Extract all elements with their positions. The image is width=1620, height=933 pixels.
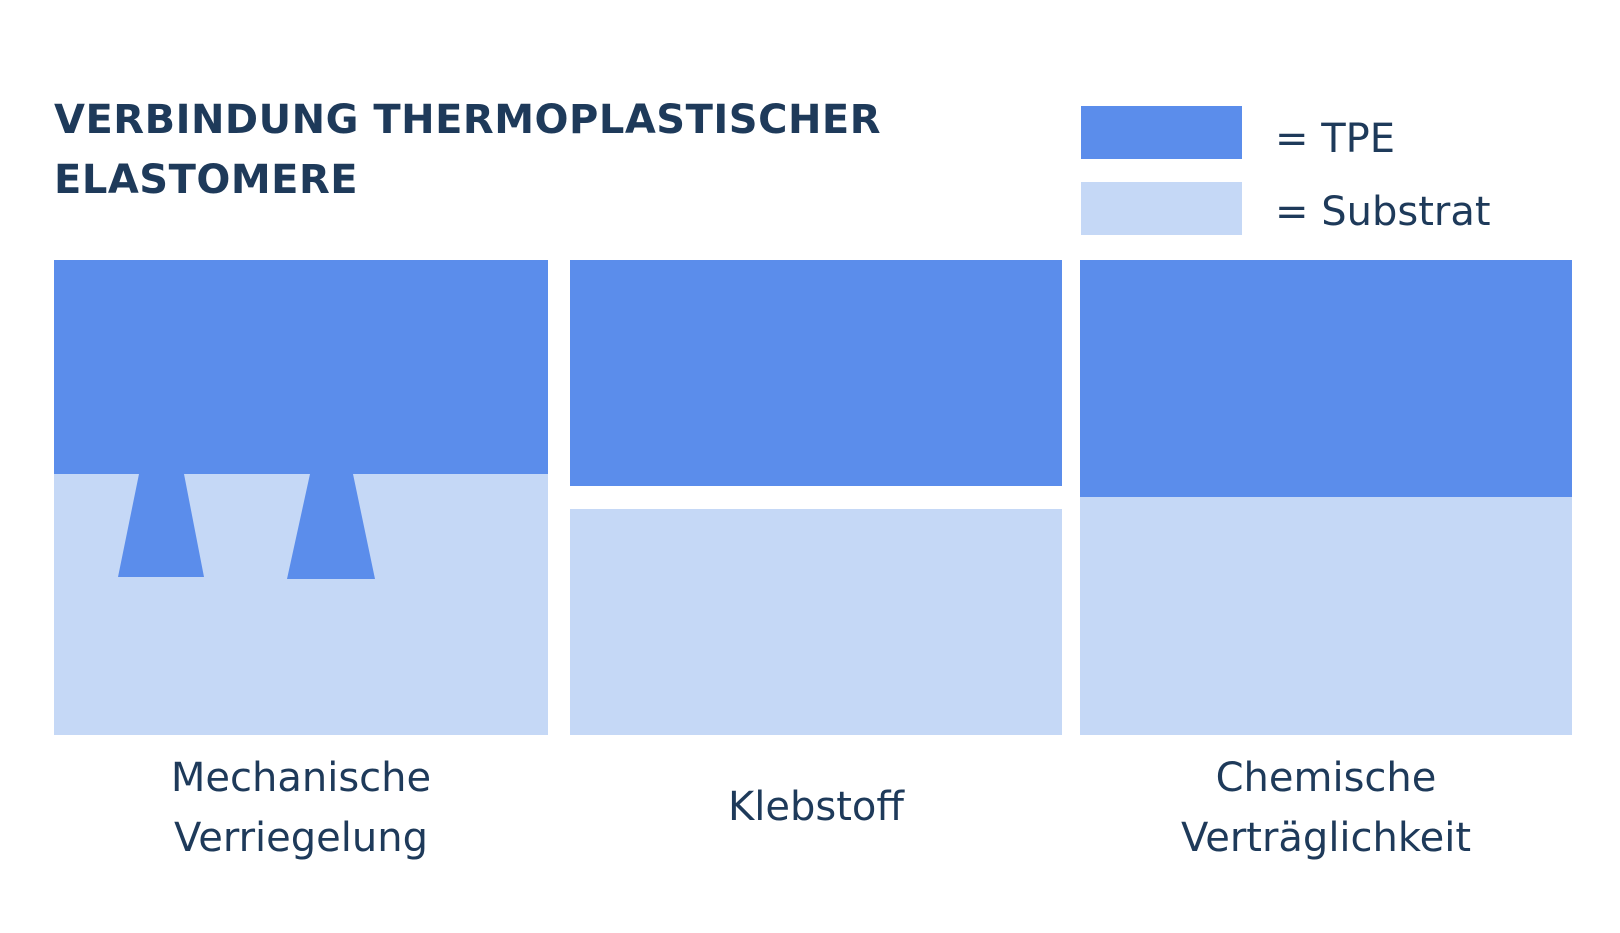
- legend-swatch-tpe: [1081, 106, 1242, 159]
- tpe-interlock-shape: [54, 260, 548, 579]
- diagram-title: VERBINDUNG THERMOPLASTISCHER ELASTOMERE: [54, 90, 914, 210]
- panel-adhesive: [570, 260, 1062, 735]
- legend-swatch-substrat: [1081, 182, 1242, 235]
- tpe-layer: [1080, 260, 1572, 497]
- substrate-layer: [1080, 497, 1572, 735]
- caption-line: Mechanische: [170, 755, 432, 801]
- caption-line: Verträglichkeit: [1180, 815, 1472, 861]
- panel-chemical-compatibility: [1080, 260, 1572, 735]
- legend-label-substrat: = Substrat: [1275, 189, 1491, 235]
- caption-line: Chemische: [1215, 755, 1437, 801]
- tpe-layer: [570, 260, 1062, 486]
- caption-line: Verriegelung: [174, 815, 428, 861]
- substrate-layer: [570, 509, 1062, 735]
- title-line-2: ELASTOMERE: [54, 157, 359, 203]
- title-line-1: VERBINDUNG THERMOPLASTISCHER: [54, 97, 882, 143]
- legend-label-tpe: = TPE: [1275, 116, 1396, 162]
- caption-mechanical-interlock: Mechanische Verriegelung: [54, 748, 548, 868]
- caption-chemical-compatibility: Chemische Verträglichkeit: [1080, 748, 1572, 868]
- tpe-layer-with-anchors: [54, 260, 548, 579]
- panel-mechanical-interlock: [54, 260, 548, 735]
- caption-adhesive: Klebstoff: [570, 777, 1062, 837]
- caption-line: Klebstoff: [728, 784, 904, 830]
